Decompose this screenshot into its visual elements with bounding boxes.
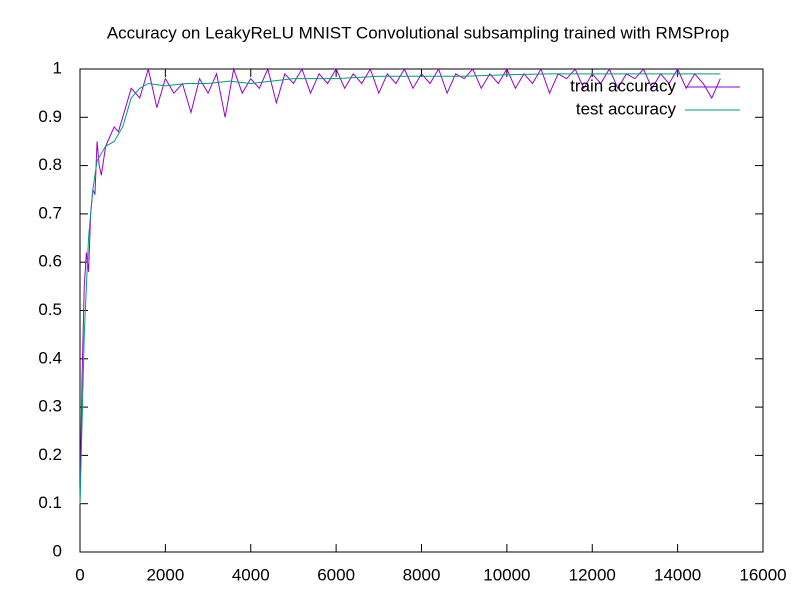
y-tick-label: 0.7 bbox=[38, 203, 62, 222]
y-tick-label: 0.1 bbox=[38, 493, 62, 512]
x-tick-label: 16000 bbox=[739, 565, 786, 584]
y-tick-label: 0.9 bbox=[38, 107, 62, 126]
y-tick-label: 0.5 bbox=[38, 300, 62, 319]
x-tick-label: 10000 bbox=[483, 565, 530, 584]
legend-label: test accuracy bbox=[576, 99, 677, 118]
y-tick-label: 1 bbox=[53, 58, 62, 77]
series-line bbox=[79, 67, 721, 504]
x-tick-label: 14000 bbox=[654, 565, 701, 584]
y-tick-label: 0.4 bbox=[38, 348, 62, 367]
y-tick-label: 0.3 bbox=[38, 397, 62, 416]
x-tick-label: 6000 bbox=[317, 565, 355, 584]
y-tick-label: 0.8 bbox=[38, 155, 62, 174]
x-tick-label: 0 bbox=[75, 565, 84, 584]
x-tick-label: 4000 bbox=[232, 565, 270, 584]
plot-border bbox=[79, 68, 764, 553]
legend-label: train accuracy bbox=[570, 76, 676, 95]
series-line bbox=[79, 73, 721, 504]
x-tick-label: 2000 bbox=[146, 565, 184, 584]
x-tick-label: 12000 bbox=[569, 565, 616, 584]
x-tick-label: 8000 bbox=[403, 565, 441, 584]
chart-title: Accuracy on LeakyReLU MNIST Convolutiona… bbox=[107, 23, 729, 42]
y-tick-label: 0.2 bbox=[38, 445, 62, 464]
y-tick-label: 0 bbox=[53, 541, 62, 560]
y-tick-label: 0.6 bbox=[38, 252, 62, 271]
